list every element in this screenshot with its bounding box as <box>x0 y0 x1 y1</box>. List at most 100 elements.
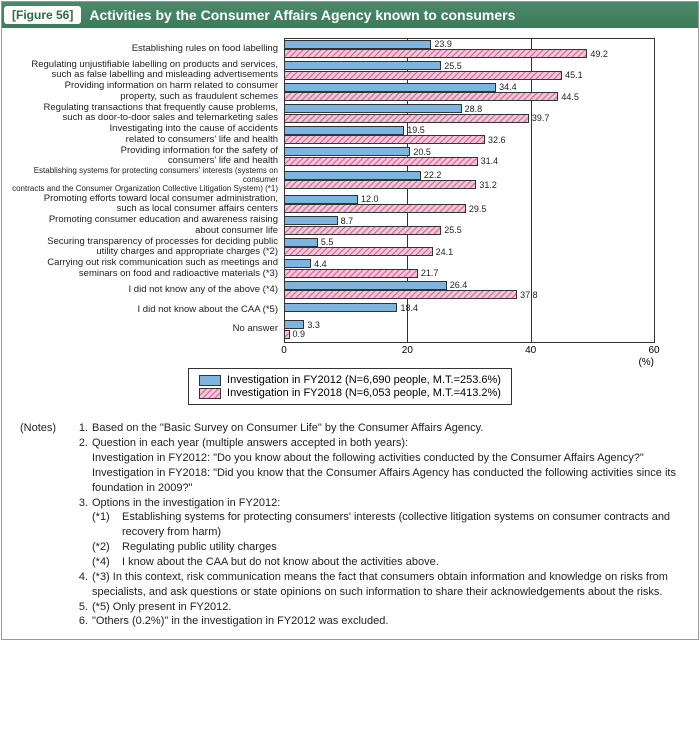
category-label: Promoting efforts toward local consumer … <box>12 194 284 215</box>
bar-2018: 25.5 <box>284 226 654 235</box>
chart-row: Carrying out risk communication such as … <box>12 258 688 280</box>
notes: (Notes)1.Based on the "Basic Survey on C… <box>2 417 698 639</box>
note-item: 6."Others (0.2%)" in the investigation i… <box>20 614 680 629</box>
bar-value: 45.1 <box>565 70 583 80</box>
chart-row: I did not know about the CAA (*5) 18.4 <box>12 301 688 319</box>
chart-row: Securing transparency of processes for d… <box>12 236 688 258</box>
bar-value: 0.9 <box>293 329 306 339</box>
bar-group: 26.4 37.8 <box>284 279 654 301</box>
bar-value: 19.5 <box>407 125 425 135</box>
note-sub: (*4)I know about the CAA but do not know… <box>20 555 680 570</box>
bar-2018: 31.4 <box>284 157 654 166</box>
bar-value: 21.7 <box>421 268 439 278</box>
bar-group: 3.30.9 <box>284 319 654 341</box>
chart-row: Providing information for the safety ofc… <box>12 146 688 168</box>
bar-2012: 23.9 <box>284 40 654 49</box>
category-label: Securing transparency of processes for d… <box>12 237 284 258</box>
bar-2012: 3.3 <box>284 320 654 329</box>
bar-value: 8.7 <box>341 216 354 226</box>
legend-label: Investigation in FY2012 (N=6,690 people,… <box>227 374 501 386</box>
note-item: 4.(*3) In this context, risk communicati… <box>20 570 680 600</box>
axis-tick-label: 60 <box>648 345 659 356</box>
chart-row: Investigating into the cause of accident… <box>12 124 688 146</box>
legend-item: Investigation in FY2018 (N=6,053 people,… <box>199 387 501 399</box>
category-label: Regulating transactions that frequently … <box>12 103 284 124</box>
bar-value: 37.8 <box>520 290 538 300</box>
chart-row: Providing information on harm related to… <box>12 81 688 103</box>
title-bar: [Figure 56] Activities by the Consumer A… <box>2 2 698 28</box>
bar-2012: 5.5 <box>284 238 654 247</box>
bar-2018: 29.5 <box>284 204 654 213</box>
bar-value: 18.4 <box>400 303 418 313</box>
bar-2018 <box>284 313 654 317</box>
bar-value: 25.5 <box>444 61 462 71</box>
axis-tick-label: 40 <box>525 345 536 356</box>
category-label: I did not know about the CAA (*5) <box>12 305 284 315</box>
bar-2018: 21.7 <box>284 269 654 278</box>
bar-2012: 28.8 <box>284 104 654 113</box>
note-item: 2.Question in each year (multiple answer… <box>20 436 680 451</box>
bar-group: 19.5 32.6 <box>284 124 654 146</box>
bar-value: 20.5 <box>413 147 431 157</box>
bar-2018: 24.1 <box>284 247 654 256</box>
bar-group: 5.524.1 <box>284 236 654 258</box>
figure-tag: [Figure 56] <box>4 6 81 24</box>
bar-value: 44.5 <box>561 92 579 102</box>
bar-2012: 12.0 <box>284 195 654 204</box>
bar-group: 23.949.2 <box>284 38 654 60</box>
bar-group: 12.0 29.5 <box>284 193 654 215</box>
bar-value: 31.4 <box>481 156 499 166</box>
bar-2018: 0.9 <box>284 330 654 339</box>
bar-value: 49.2 <box>590 49 608 59</box>
bar-value: 28.8 <box>465 104 483 114</box>
chart-row: I did not know any of the above (*4)26.4… <box>12 279 688 301</box>
bar-value: 12.0 <box>361 194 379 204</box>
figure-container: [Figure 56] Activities by the Consumer A… <box>1 1 699 640</box>
bar-value: 26.4 <box>450 280 468 290</box>
x-axis: (%) 0204060 <box>12 342 688 362</box>
legend: Investigation in FY2012 (N=6,690 people,… <box>188 368 512 405</box>
bar-group: 25.5 45.1 <box>284 60 654 82</box>
category-label: Carrying out risk communication such as … <box>12 258 284 279</box>
bar-2012: 8.7 <box>284 216 654 225</box>
bar-2018: 49.2 <box>284 49 654 58</box>
legend-swatch <box>199 375 221 386</box>
bar-2012: 25.5 <box>284 61 654 70</box>
chart-area: Establishing rules on food labelling23.9… <box>2 28 698 417</box>
note-item: 3.Options in the investigation in FY2012… <box>20 496 680 511</box>
category-label: Providing information for the safety ofc… <box>12 146 284 167</box>
bar-2012: 22.2 <box>284 171 654 180</box>
chart-row: Regulating unjustifiable labelling on pr… <box>12 60 688 82</box>
bar-group: 4.4 21.7 <box>284 258 654 280</box>
chart-row: Establishing rules on food labelling23.9… <box>12 38 688 60</box>
bar-group: 34.4 44.5 <box>284 81 654 103</box>
bar-2018: 45.1 <box>284 71 654 80</box>
note-sub: (*1)Establishing systems for protecting … <box>20 510 680 540</box>
category-label: No answer <box>12 324 284 334</box>
chart-row: No answer3.30.9 <box>12 319 688 341</box>
chart-row: Regulating transactions that frequently … <box>12 103 688 125</box>
legend-item: Investigation in FY2012 (N=6,690 people,… <box>199 374 501 386</box>
bar-2012: 18.4 <box>284 303 654 312</box>
note-sub: (*2)Regulating public utility charges <box>20 540 680 555</box>
bar-2012: 4.4 <box>284 259 654 268</box>
category-label: Investigating into the cause of accident… <box>12 124 284 145</box>
category-label: Promoting consumer education and awarene… <box>12 215 284 236</box>
bar-2018: 44.5 <box>284 92 654 101</box>
bar-value: 29.5 <box>469 204 487 214</box>
bar-2012: 34.4 <box>284 83 654 92</box>
bar-value: 4.4 <box>314 259 327 269</box>
axis-unit: (%) <box>638 357 654 368</box>
bar-value: 31.2 <box>479 180 497 190</box>
bar-value: 32.6 <box>488 135 506 145</box>
bar-2012: 19.5 <box>284 126 654 135</box>
bar-value: 34.4 <box>499 82 517 92</box>
category-label: Establishing rules on food labelling <box>12 44 284 54</box>
bar-value: 24.1 <box>436 247 454 257</box>
bar-value: 39.7 <box>532 113 550 123</box>
axis-tick-label: 20 <box>402 345 413 356</box>
category-label: Providing information on harm related to… <box>12 81 284 102</box>
bar-2018: 37.8 <box>284 290 654 299</box>
legend-label: Investigation in FY2018 (N=6,053 people,… <box>227 387 501 399</box>
category-label: I did not know any of the above (*4) <box>12 285 284 295</box>
